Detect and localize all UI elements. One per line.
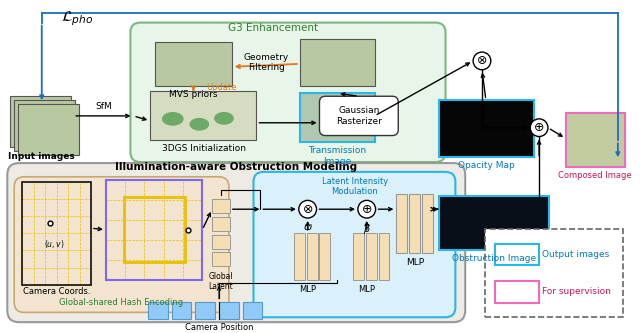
Text: $\beta$: $\beta$ [363, 222, 371, 236]
Bar [195, 302, 215, 319]
Bar [300, 39, 374, 87]
Bar [212, 252, 230, 266]
Bar [243, 302, 262, 319]
Text: Camera Position: Camera Position [185, 323, 253, 332]
Bar [294, 233, 305, 280]
Text: Update: Update [206, 83, 237, 92]
FancyBboxPatch shape [319, 96, 398, 136]
Text: Opacity Map: Opacity Map [458, 161, 515, 170]
Text: ⊗: ⊗ [477, 54, 487, 67]
Bar [106, 180, 202, 280]
Circle shape [530, 119, 548, 137]
Bar [172, 302, 191, 319]
Bar [409, 194, 420, 253]
Text: Obstruction Image: Obstruction Image [452, 254, 536, 263]
Text: Input images: Input images [8, 152, 75, 161]
Bar [150, 91, 257, 141]
Text: SfM: SfM [95, 102, 112, 111]
Bar [124, 197, 184, 262]
Bar [307, 233, 317, 280]
Text: For supervision: For supervision [542, 287, 611, 296]
FancyBboxPatch shape [131, 23, 445, 162]
Text: ⊕: ⊕ [534, 121, 545, 134]
Bar [300, 93, 374, 143]
Bar [10, 96, 71, 147]
Bar [566, 113, 625, 167]
Text: MVS priors: MVS priors [169, 90, 218, 99]
Text: Camera Coords.: Camera Coords. [23, 287, 90, 296]
Text: Global-shared Hash Encoding: Global-shared Hash Encoding [60, 298, 184, 307]
Text: 3DGS Initialization: 3DGS Initialization [163, 145, 246, 154]
Bar [219, 302, 239, 319]
Ellipse shape [214, 112, 234, 125]
Text: G3 Enhancement: G3 Enhancement [228, 23, 318, 33]
Text: ⊕: ⊕ [362, 203, 372, 216]
Text: Composed Image: Composed Image [559, 171, 632, 180]
Text: $\omega$: $\omega$ [303, 222, 312, 232]
Text: $\mathcal{L}_{pho}$: $\mathcal{L}_{pho}$ [61, 10, 93, 28]
Text: MLP: MLP [406, 258, 424, 267]
Text: ⊗: ⊗ [303, 203, 313, 216]
Text: $(u, v)$: $(u, v)$ [44, 238, 64, 250]
Text: MLP: MLP [299, 285, 316, 294]
Text: MLP: MLP [358, 285, 375, 294]
Bar [495, 281, 539, 302]
Bar [212, 217, 230, 231]
Bar [18, 104, 79, 155]
Text: Latent Intensity
Modulation: Latent Intensity Modulation [322, 177, 388, 196]
Ellipse shape [162, 112, 184, 126]
Circle shape [473, 52, 491, 70]
Bar [155, 42, 232, 87]
Bar [212, 235, 230, 248]
Bar [353, 233, 364, 280]
Bar [379, 233, 389, 280]
Bar [212, 199, 230, 213]
Bar [22, 182, 91, 285]
FancyBboxPatch shape [7, 163, 465, 322]
Bar [485, 229, 623, 317]
Bar [396, 194, 407, 253]
Bar [438, 196, 549, 250]
Bar [14, 100, 76, 151]
Bar [422, 194, 433, 253]
Bar [366, 233, 376, 280]
Circle shape [299, 200, 317, 218]
Text: Illumination-aware Obstruction Modeling: Illumination-aware Obstruction Modeling [115, 162, 357, 172]
Text: Global
Latent: Global Latent [209, 272, 234, 291]
Bar [319, 233, 330, 280]
Text: Geometry
Filtering: Geometry Filtering [244, 53, 289, 73]
FancyBboxPatch shape [253, 172, 456, 317]
Ellipse shape [189, 118, 209, 131]
Bar [495, 244, 539, 265]
Bar [438, 100, 534, 157]
Circle shape [358, 200, 376, 218]
Text: Output images: Output images [542, 250, 609, 259]
Text: Transmission
Image: Transmission Image [308, 146, 366, 166]
Text: Gaussian
Rasterizer: Gaussian Rasterizer [336, 106, 382, 126]
FancyBboxPatch shape [14, 177, 229, 312]
Bar [148, 302, 168, 319]
